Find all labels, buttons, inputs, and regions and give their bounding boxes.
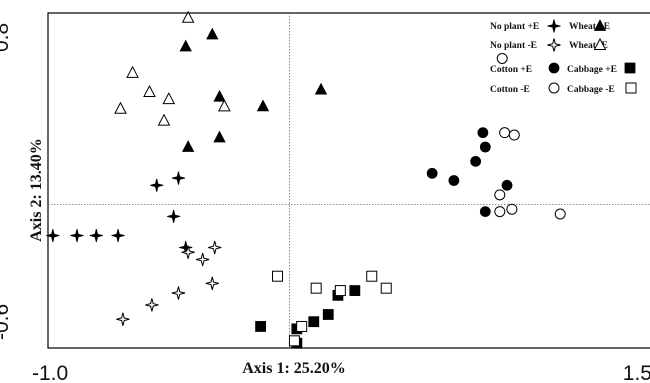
legend-label-cotton-neg-e: Cotton -E (490, 85, 530, 95)
data-point-s2-6 (181, 140, 195, 152)
data-point-s2-3 (256, 99, 270, 112)
data-point-s3-4 (157, 113, 171, 126)
legend-label-wheat-e: Wheat +E (569, 22, 610, 32)
legend: No plant +E Wheat +E No plant -E Wheat -… (490, 19, 637, 95)
data-point-s5-6 (496, 52, 508, 64)
data-point-s4-4 (426, 167, 438, 179)
data-point-s1-3 (205, 276, 219, 291)
data-point-s1-5 (145, 298, 159, 312)
data-point-s3-0 (181, 10, 195, 23)
data-point-s0-0 (150, 178, 164, 192)
legend-label-cotton-e: Cotton +E (490, 65, 532, 75)
legend-symbol-5 (548, 82, 560, 94)
data-point-s3-3 (162, 92, 176, 105)
data-point-s6-2 (308, 316, 320, 328)
legend-marker-wheat-neg-e (593, 37, 607, 50)
legend-marker-cabbage-e (624, 62, 636, 74)
data-point-s3-2 (143, 84, 156, 97)
data-point-s7-6 (288, 335, 300, 347)
data-point-s2-5 (213, 130, 226, 143)
data-point-s5-4 (506, 203, 518, 215)
legend-label-cabbage-e: Cabbage +E (567, 65, 617, 75)
data-point-s7-4 (380, 282, 392, 294)
data-point-s2-2 (213, 89, 226, 102)
legend-symbol-7 (625, 82, 637, 94)
legend-label-no-plant-neg-e: No plant -E (490, 41, 537, 51)
data-point-s2-0 (179, 39, 192, 52)
data-point-s0-4 (89, 228, 103, 243)
x-tick-left: -1.0 (32, 362, 68, 383)
legend-marker-cotton-e (548, 62, 560, 74)
data-point-s3-5 (114, 101, 127, 114)
x-axis-title: Axis 1: 25.20% (242, 360, 346, 377)
data-point-s0-2 (167, 209, 181, 223)
y-tick-top: 0.8 (0, 23, 13, 52)
data-point-s0-6 (46, 228, 60, 243)
legend-marker-no-plant-neg-e (547, 38, 561, 52)
plot-area (47, 12, 650, 349)
legend-label-no-plant-e: No plant +E (490, 22, 539, 32)
legend-marker-cotton-neg-e (548, 82, 560, 94)
legend-symbol-6 (624, 62, 636, 74)
data-point-s4-5 (501, 179, 513, 191)
y-tick-bottom: -0.6 (0, 304, 13, 340)
data-point-s2-4 (314, 82, 328, 95)
data-point-s0-1 (171, 171, 186, 185)
data-point-s4-6 (479, 206, 491, 218)
data-point-s6-4 (349, 285, 361, 296)
data-point-s7-2 (334, 285, 346, 297)
legend-marker-cabbage-neg-e (625, 82, 637, 94)
legend-marker-wheat-e (593, 19, 607, 31)
data-point-s5-1 (508, 129, 520, 141)
data-points (46, 10, 566, 349)
x-tick-right: 1.5 (623, 362, 650, 383)
data-point-s1-2 (208, 240, 222, 255)
legend-symbol-0 (547, 19, 561, 33)
data-point-s2-1 (206, 27, 219, 40)
data-point-s1-1 (196, 252, 210, 267)
data-point-s0-5 (70, 228, 84, 243)
legend-symbol-2 (593, 19, 607, 31)
data-point-s1-0 (181, 245, 195, 259)
data-point-s7-3 (366, 270, 378, 282)
legend-symbol-1 (547, 38, 561, 52)
data-point-s5-0 (499, 127, 511, 139)
data-point-s3-1 (126, 65, 139, 78)
data-point-s1-6 (116, 312, 130, 326)
data-point-s1-4 (171, 286, 186, 300)
data-point-s5-2 (494, 189, 506, 201)
y-axis-title: Axis 2: 13.40% (28, 138, 45, 242)
data-point-s4-3 (448, 175, 460, 186)
data-point-s6-0 (255, 321, 267, 332)
legend-symbol-3 (593, 37, 607, 50)
data-point-s4-2 (470, 155, 482, 167)
data-point-s5-5 (554, 208, 566, 220)
data-point-s6-3 (322, 309, 334, 320)
data-point-s0-3 (111, 228, 125, 243)
data-point-s7-5 (296, 320, 308, 332)
legend-label-wheat-neg-e: Wheat -E (569, 41, 608, 51)
data-point-s4-0 (477, 127, 489, 139)
legend-symbol-4 (548, 62, 560, 74)
legend-marker-no-plant-e (547, 19, 561, 33)
data-point-s5-3 (494, 206, 506, 218)
data-point-s7-0 (272, 270, 284, 282)
data-point-s4-1 (479, 141, 491, 153)
data-point-s3-6 (218, 99, 231, 112)
legend-label-cabbage-neg-e: Cabbage -E (567, 85, 615, 95)
data-point-s7-1 (310, 282, 322, 294)
